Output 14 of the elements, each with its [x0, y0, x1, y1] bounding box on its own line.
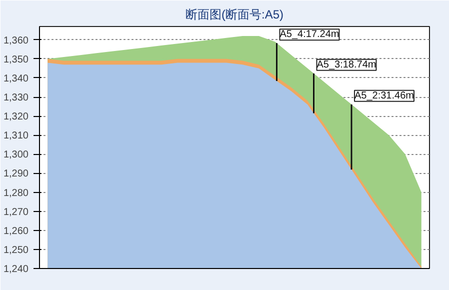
y-tick-label: 1,240 — [3, 264, 29, 275]
y-tick-label: 1,350 — [3, 54, 29, 66]
chart-title: 断面图(断面号:A5) — [186, 8, 284, 22]
y-tick-label: 1,340 — [3, 73, 29, 84]
y-tick-label: 1,360 — [3, 35, 29, 46]
y-tick-label: 1,270 — [3, 206, 29, 218]
y-tick-label: 1,290 — [3, 168, 29, 180]
y-tick-label: 1,260 — [3, 226, 29, 237]
y-tick-label: 1,280 — [3, 188, 29, 199]
y-tick-label: 1,310 — [3, 130, 29, 142]
y-tick-label: 1,320 — [3, 112, 29, 123]
y-tick-label: 1,250 — [3, 244, 29, 256]
y-tick-label: 1,330 — [3, 92, 29, 104]
y-tick-label: 1,300 — [3, 150, 29, 161]
